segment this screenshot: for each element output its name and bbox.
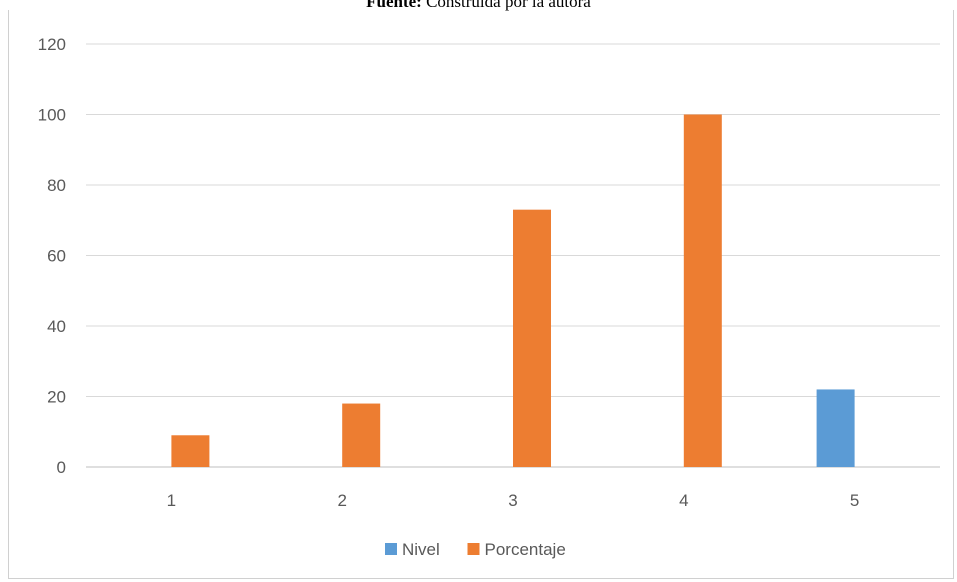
legend-label-nivel: Nivel (402, 540, 440, 559)
y-axis-labels: 0 20 40 60 80 100 120 (38, 35, 66, 477)
y-tick-label: 40 (47, 317, 66, 336)
caption-text: Construida por la autora (426, 0, 591, 11)
bars (171, 114, 855, 468)
chart-frame (8, 10, 954, 579)
legend: Nivel Porcentaje (385, 540, 566, 559)
y-tick-label: 100 (38, 106, 66, 125)
x-tick-label: 3 (508, 491, 517, 510)
y-tick-label: 60 (47, 247, 66, 266)
x-tick-label: 5 (850, 491, 859, 510)
x-tick-label: 4 (679, 491, 688, 510)
chart-caption: Fuente: Construida por la autora (0, 0, 957, 12)
x-axis-labels: 1 2 3 4 5 (167, 491, 860, 510)
legend-label-porcentaje: Porcentaje (485, 540, 566, 559)
y-tick-label: 20 (47, 388, 66, 407)
y-tick-label: 0 (57, 458, 66, 477)
y-tick-label: 120 (38, 35, 66, 54)
x-tick-label: 2 (337, 491, 346, 510)
legend-swatch-nivel (385, 543, 397, 555)
x-tick-label: 1 (167, 491, 176, 510)
bar-porcentaje-3 (513, 209, 551, 468)
y-tick-label: 80 (47, 176, 66, 195)
bar-porcentaje-4 (683, 114, 722, 467)
legend-swatch-porcentaje (467, 543, 480, 555)
bar-porcentaje-1 (171, 435, 210, 467)
caption-bold: Fuente: (366, 0, 422, 11)
bar-nivel-5 (816, 389, 855, 467)
bar-porcentaje-2 (342, 403, 381, 467)
